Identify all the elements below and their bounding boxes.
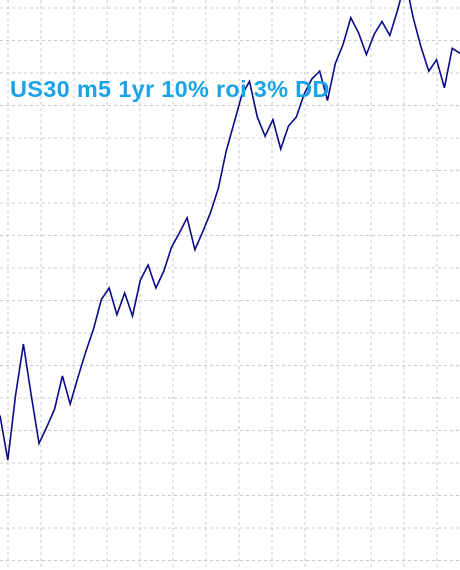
chart-title: US30 m5 1yr 10% roi 3% DD <box>10 76 330 102</box>
equity-curve-line <box>0 0 460 461</box>
